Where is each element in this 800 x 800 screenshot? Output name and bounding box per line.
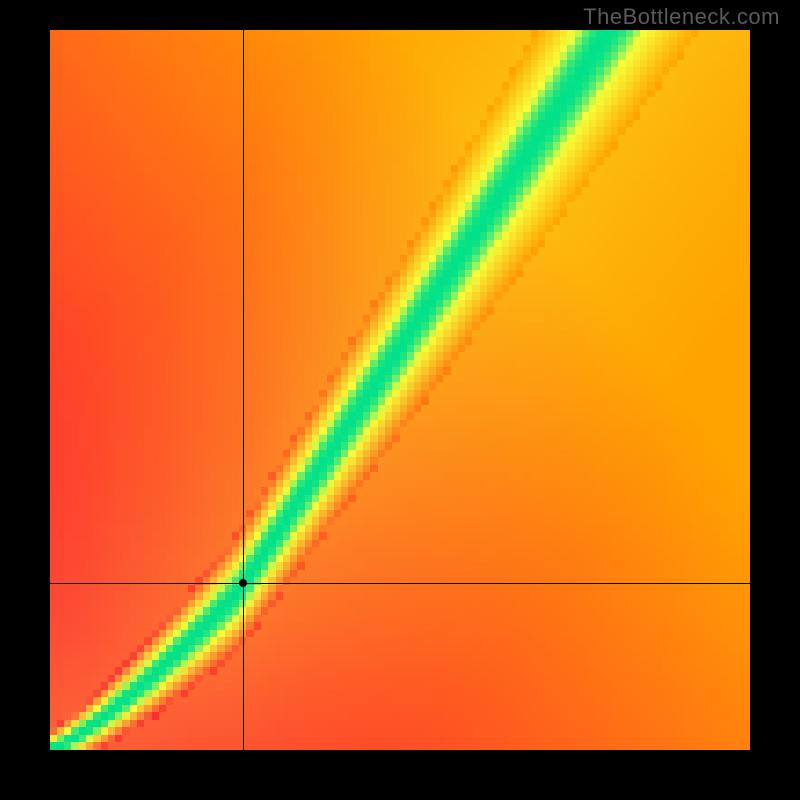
crosshair-horizontal	[50, 583, 750, 584]
heatmap-plot	[50, 30, 750, 750]
crosshair-vertical	[243, 30, 244, 750]
watermark-text: TheBottleneck.com	[583, 4, 780, 30]
crosshair-marker	[239, 579, 247, 587]
heatmap-canvas	[50, 30, 750, 750]
